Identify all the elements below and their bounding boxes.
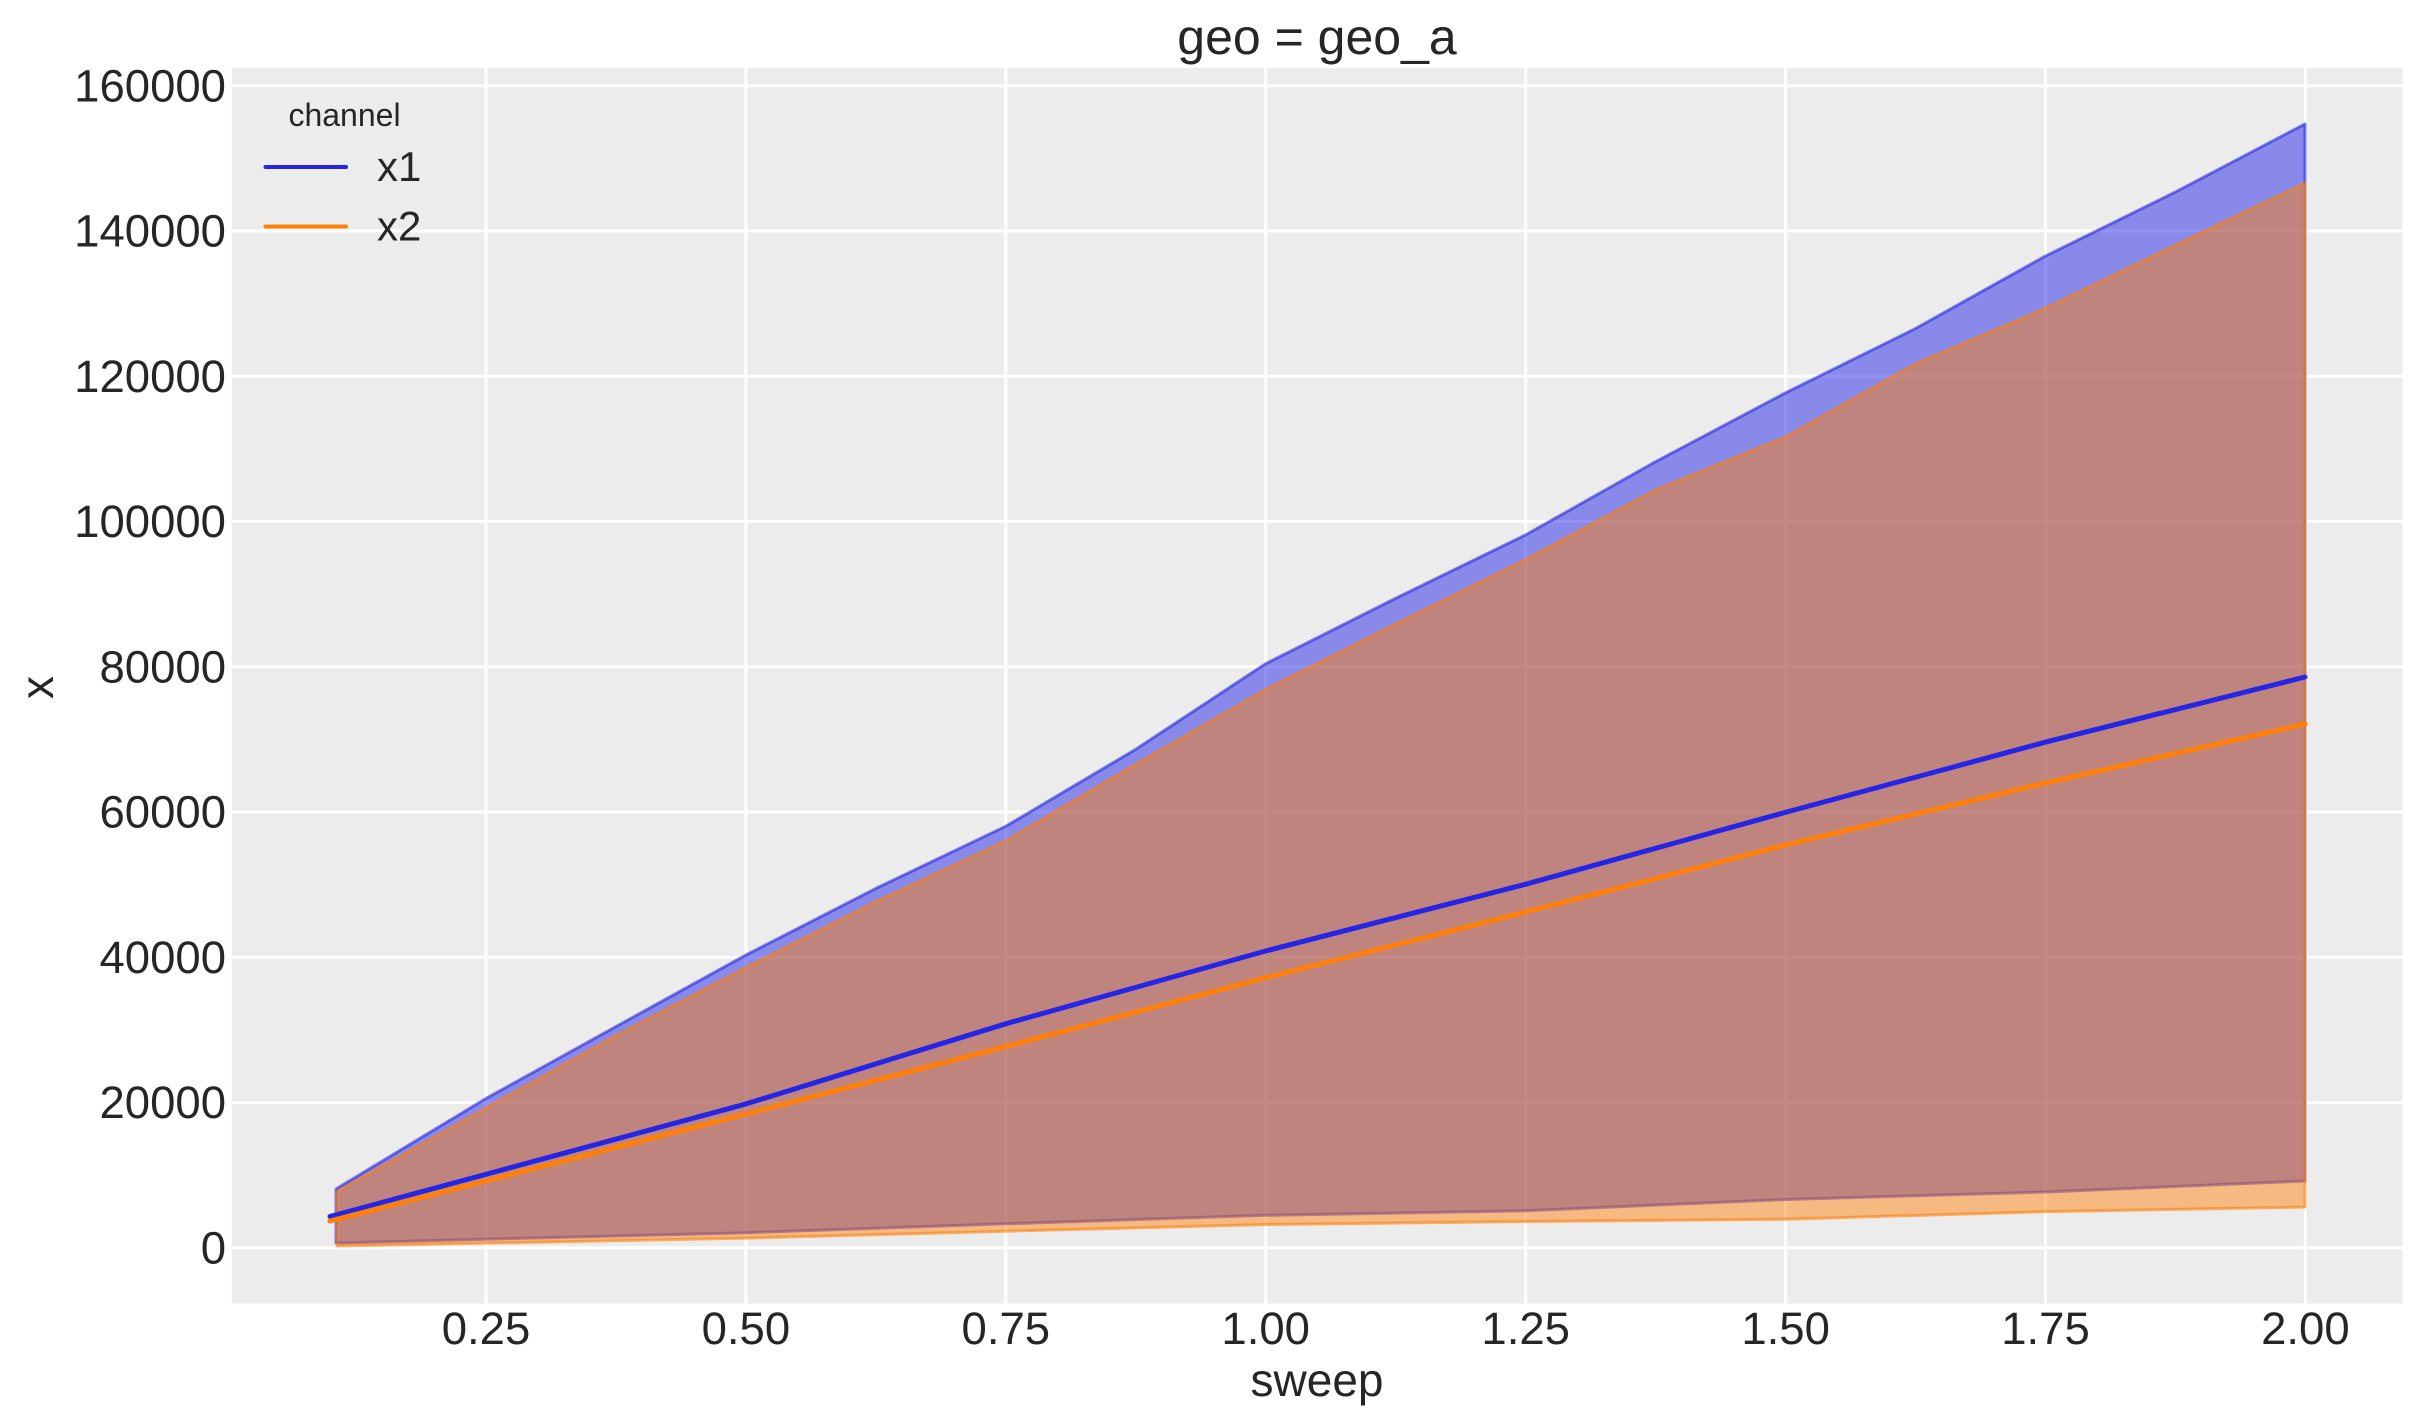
svg-text:1.25: 1.25: [1481, 1303, 1570, 1354]
svg-text:1.50: 1.50: [1741, 1303, 1830, 1354]
svg-text:160000: 160000: [74, 60, 226, 111]
svg-text:sweep: sweep: [1251, 1354, 1384, 1406]
svg-text:80000: 80000: [99, 641, 226, 692]
svg-text:0.50: 0.50: [702, 1303, 791, 1354]
svg-text:x2: x2: [377, 203, 421, 250]
svg-text:140000: 140000: [74, 206, 226, 257]
svg-text:120000: 120000: [74, 351, 226, 402]
svg-text:x: x: [11, 676, 63, 699]
svg-text:channel: channel: [288, 97, 400, 133]
svg-text:1.75: 1.75: [2001, 1303, 2090, 1354]
svg-text:0: 0: [201, 1222, 226, 1273]
svg-text:100000: 100000: [74, 496, 226, 547]
svg-text:40000: 40000: [99, 932, 226, 983]
svg-text:0.75: 0.75: [962, 1303, 1051, 1354]
svg-text:2.00: 2.00: [2261, 1303, 2350, 1354]
svg-text:0.25: 0.25: [442, 1303, 531, 1354]
svg-text:x1: x1: [377, 143, 421, 190]
svg-text:60000: 60000: [99, 787, 226, 838]
svg-text:20000: 20000: [99, 1077, 226, 1128]
svg-text:1.00: 1.00: [1221, 1303, 1310, 1354]
svg-text:geo = geo_a: geo = geo_a: [1177, 9, 1457, 65]
